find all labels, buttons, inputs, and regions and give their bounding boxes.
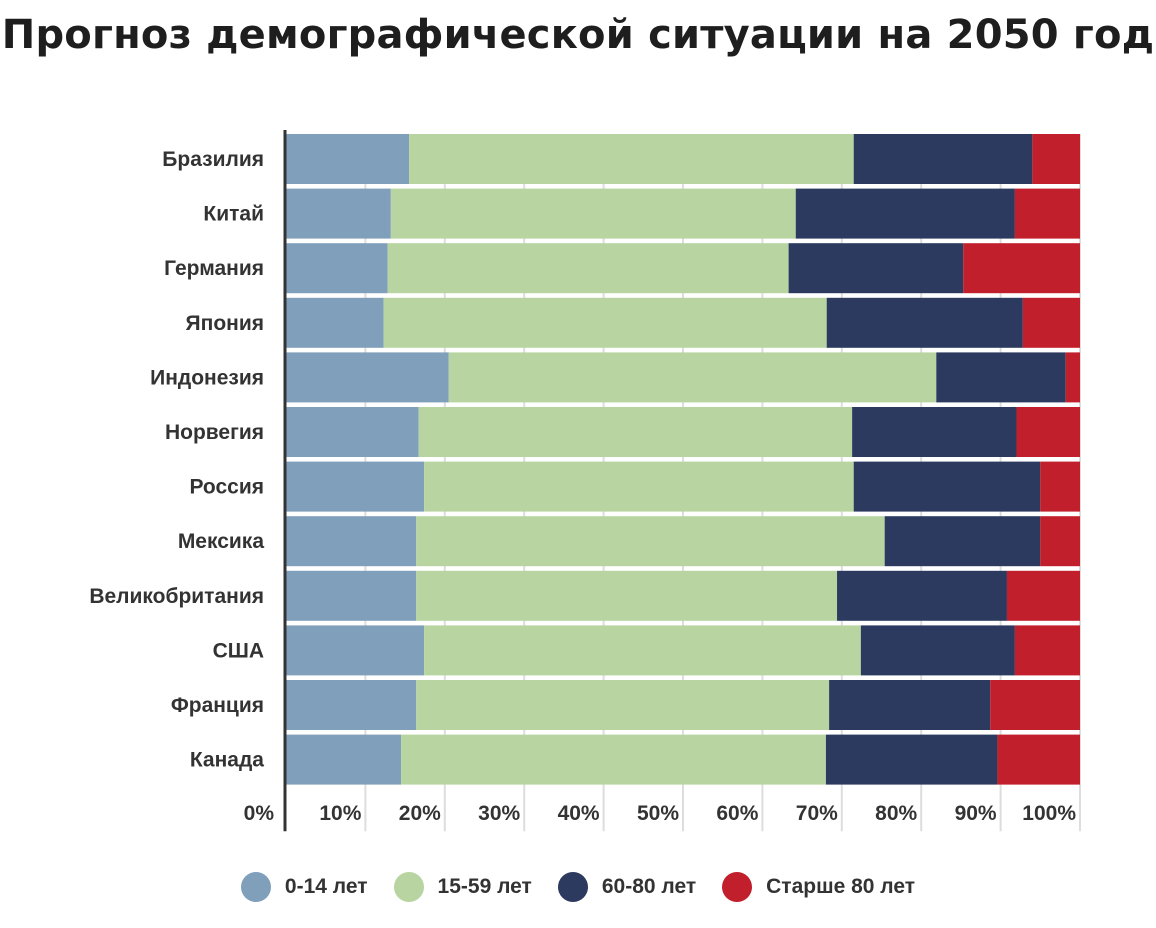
bar-segment bbox=[963, 243, 1080, 294]
category-label: Канада bbox=[190, 749, 264, 772]
bar-segment bbox=[936, 352, 1066, 403]
bar-segment bbox=[997, 734, 1080, 785]
bar-segment bbox=[860, 625, 1015, 676]
x-tick-label: 20% bbox=[399, 802, 441, 825]
legend: 0-14 лет 15-59 лет 60-80 лет Старше 80 лет bbox=[0, 872, 1156, 902]
bar-segment bbox=[1014, 188, 1080, 239]
bar-segment bbox=[387, 243, 789, 294]
x-tick-label: 30% bbox=[478, 802, 520, 825]
legend-marker bbox=[557, 872, 588, 902]
bar-segment bbox=[826, 297, 1023, 348]
bar-segment bbox=[448, 352, 937, 403]
legend-label: Старше 80 лет bbox=[766, 875, 916, 898]
legend-label: 15-59 лет bbox=[437, 875, 532, 898]
bars bbox=[286, 134, 1080, 785]
bar-segment bbox=[825, 734, 998, 785]
bar-segment bbox=[853, 134, 1033, 184]
bar-segment bbox=[286, 734, 402, 785]
bar-segment bbox=[286, 461, 425, 512]
x-tick-labels: 0% 10% 20% 30% 40% 50% 60% 70% 80% 90% 100% bbox=[244, 802, 1077, 825]
x-tick-label: 50% bbox=[637, 802, 679, 825]
bar-segment bbox=[837, 570, 1007, 621]
stacked-bar-chart: Бразилия Китай Германия Япония Индонезия Норв… bbox=[89, 130, 1081, 832]
category-label: США bbox=[213, 639, 264, 662]
bar-segment bbox=[286, 297, 384, 348]
x-tick-label: 70% bbox=[796, 802, 838, 825]
category-label: Норвегия bbox=[165, 421, 264, 444]
x-tick-label: 80% bbox=[875, 802, 917, 825]
bar-segment bbox=[286, 188, 391, 239]
bar-segment bbox=[286, 243, 388, 294]
bar-segment bbox=[286, 516, 417, 567]
bar-segment bbox=[424, 461, 854, 512]
bar-segment bbox=[286, 352, 449, 403]
category-label: Франция bbox=[171, 694, 264, 717]
legend-marker bbox=[393, 872, 424, 902]
bar-segment bbox=[829, 680, 991, 730]
bar-segment bbox=[409, 134, 854, 184]
bar-segment bbox=[853, 461, 1041, 512]
bar-segment bbox=[418, 407, 853, 457]
legend-label: 0-14 лет bbox=[284, 875, 368, 898]
bar-segment bbox=[286, 407, 419, 457]
x-tick-label: 10% bbox=[319, 802, 361, 825]
category-labels: Бразилия Китай Германия Япония Индонезия Норв… bbox=[89, 148, 264, 772]
legend-item: 15-59 лет bbox=[393, 872, 532, 902]
legend-item: 60-80 лет bbox=[557, 872, 697, 902]
category-label: Германия bbox=[164, 257, 264, 280]
category-label: Индонезия bbox=[150, 366, 264, 389]
bar-segment bbox=[1014, 625, 1080, 676]
category-label: Бразилия bbox=[162, 148, 264, 171]
bar-segment bbox=[1040, 461, 1080, 512]
bar-segment bbox=[1016, 407, 1080, 457]
bar-segment bbox=[286, 680, 417, 730]
legend-item: Старше 80 лет bbox=[722, 872, 915, 902]
x-tick-label: 90% bbox=[955, 802, 997, 825]
chart-title: Прогноз демографической ситуации на 2050… bbox=[1, 12, 1155, 58]
bar-segment bbox=[286, 625, 425, 676]
legend-marker bbox=[240, 872, 271, 902]
x-tick-label: 100% bbox=[1022, 802, 1076, 825]
bar-segment bbox=[383, 297, 827, 348]
bar-segment bbox=[795, 188, 1015, 239]
bar-segment bbox=[286, 134, 410, 184]
bar-segment bbox=[1032, 134, 1080, 184]
bar-segment bbox=[884, 516, 1041, 567]
category-label: Китай bbox=[203, 203, 264, 226]
bar-segment bbox=[852, 407, 1017, 457]
bar-segment bbox=[990, 680, 1080, 730]
x-tick-label: 60% bbox=[716, 802, 758, 825]
bar-segment bbox=[390, 188, 796, 239]
bar-segment bbox=[1006, 570, 1080, 621]
bar-segment bbox=[1065, 352, 1080, 403]
bar-segment bbox=[1022, 297, 1080, 348]
bar-segment bbox=[424, 625, 861, 676]
x-tick-label: 40% bbox=[558, 802, 600, 825]
bar-segment bbox=[416, 570, 838, 621]
legend-label: 60-80 лет bbox=[601, 875, 697, 898]
bar-segment bbox=[1040, 516, 1080, 567]
category-label: Великобритания bbox=[89, 585, 264, 608]
bar-segment bbox=[788, 243, 964, 294]
category-label: Мексика bbox=[178, 530, 265, 553]
x-tick-label: 0% bbox=[244, 802, 275, 825]
legend-marker bbox=[722, 872, 753, 902]
bar-segment bbox=[286, 570, 417, 621]
category-label: Россия bbox=[189, 476, 264, 499]
legend-item: 0-14 лет bbox=[240, 872, 368, 902]
bar-segment bbox=[401, 734, 826, 785]
category-label: Япония bbox=[186, 312, 264, 335]
bar-segment bbox=[416, 680, 830, 730]
bar-segment bbox=[416, 516, 885, 567]
